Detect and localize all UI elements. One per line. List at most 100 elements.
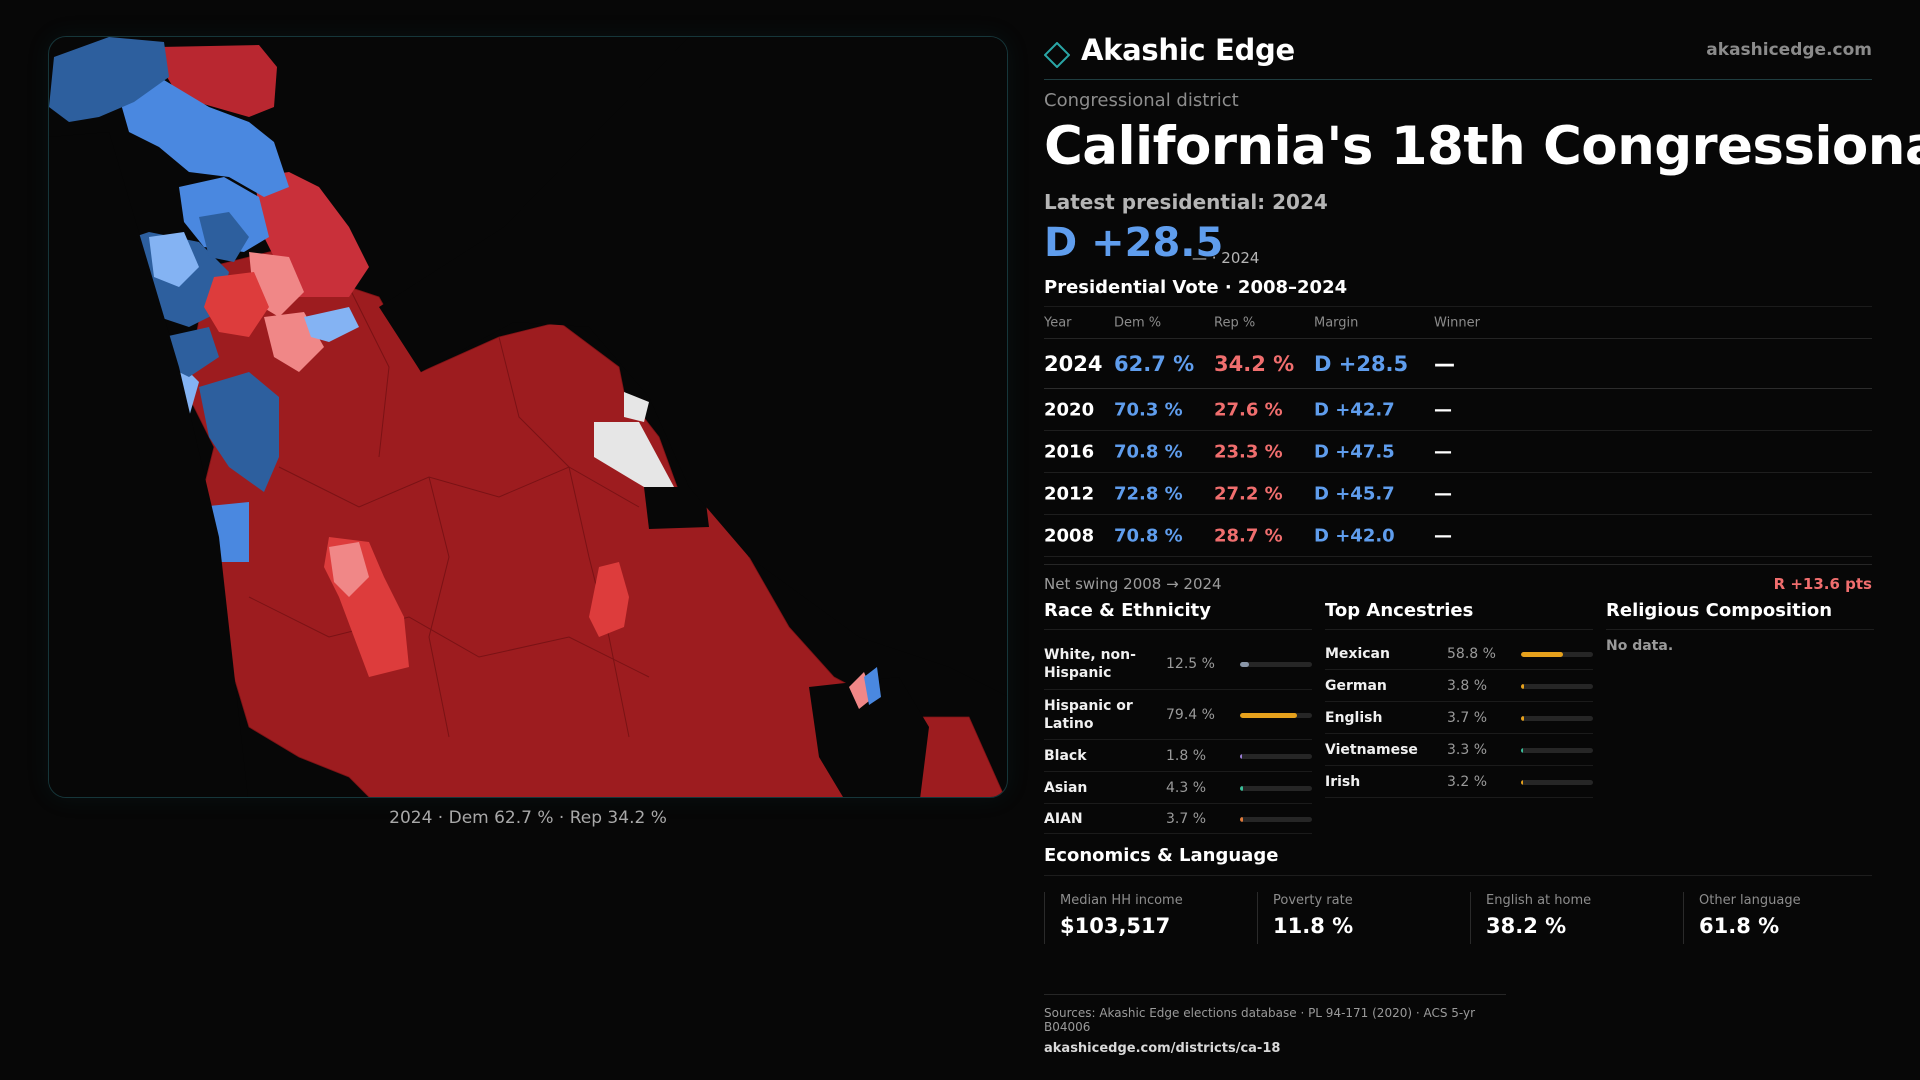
col-margin: Margin	[1314, 315, 1359, 330]
ancestry-title: Top Ancestries	[1325, 600, 1593, 630]
map-region-central-dark	[199, 212, 249, 262]
latest-presidential-label: Latest presidential: 2024	[1044, 190, 1328, 214]
map-region-salton-blue	[864, 667, 881, 705]
map-region-west-light	[149, 232, 199, 287]
map-caption: 2024 · Dem 62.7 % · Rep 34.2 %	[389, 808, 667, 828]
stat-name: Mexican	[1325, 645, 1390, 662]
district-map[interactable]	[48, 36, 1008, 798]
col-winner: Winner	[1434, 315, 1481, 330]
map-region-gap-2	[809, 677, 929, 797]
list-item: AIAN 3.7 %	[1044, 804, 1312, 834]
stat-bar	[1240, 661, 1312, 667]
stat-pct: 1.8 %	[1166, 747, 1207, 764]
row-dem: 70.8 %	[1114, 525, 1183, 546]
econ-median-income: Median HH income $103,517	[1044, 892, 1251, 944]
diamond-logo-icon	[1044, 42, 1070, 68]
list-item: White, non-Hispanic 12.5 %	[1044, 638, 1312, 690]
row-winner: —	[1434, 399, 1452, 420]
col-dem: Dem %	[1114, 315, 1162, 330]
footer-url[interactable]: akashicedge.com/districts/ca-18	[1044, 1041, 1281, 1056]
row-year: 2012	[1044, 483, 1095, 504]
row-winner: —	[1434, 441, 1452, 462]
map-region-south-pink-3	[589, 562, 629, 637]
stat-bar	[1521, 683, 1593, 689]
stat-pct: 3.7 %	[1166, 810, 1207, 827]
stat-pct: 3.8 %	[1447, 677, 1488, 694]
map-region-gap-4	[379, 37, 1007, 696]
district-kicker: Congressional district	[1044, 90, 1239, 111]
header: Akashic Edge akashicedge.com	[1044, 30, 1872, 80]
economics-grid: Median HH income $103,517 Poverty rate 1…	[1044, 892, 1872, 944]
stat-name: AIAN	[1044, 810, 1083, 827]
row-winner: —	[1434, 483, 1452, 504]
stat-pct: 12.5 %	[1166, 655, 1215, 672]
stat-bar-fill	[1240, 661, 1249, 667]
row-rep: 27.2 %	[1214, 483, 1283, 504]
stat-pct: 3.2 %	[1447, 773, 1488, 790]
list-item: German 3.8 %	[1325, 670, 1593, 702]
stat-bar	[1240, 712, 1312, 718]
row-year: 2008	[1044, 525, 1095, 546]
stat-bar	[1240, 785, 1312, 791]
map-region-bay-blue	[119, 77, 289, 197]
table-row: 2020 70.3 % 27.6 % D +42.7 —	[1044, 389, 1872, 431]
ancestry-list: Mexican 58.8 % German 3.8 % English 3.7 …	[1325, 638, 1593, 798]
row-year: 2016	[1044, 441, 1095, 462]
brand-name[interactable]: Akashic Edge	[1081, 33, 1295, 67]
stat-bar-fill	[1240, 785, 1244, 791]
religion-title: Religious Composition	[1606, 600, 1874, 630]
row-winner: —	[1434, 525, 1452, 546]
row-margin: D +42.0	[1314, 525, 1395, 546]
page-title: California's 18th Congressional District	[1044, 116, 1920, 177]
map-region-south-dark	[199, 372, 279, 492]
stat-bar	[1521, 651, 1593, 657]
map-region-red-mid	[204, 272, 269, 337]
stat-name: Black	[1044, 747, 1087, 764]
stat-bar-fill	[1521, 779, 1524, 785]
stat-name: White, non-Hispanic	[1044, 646, 1136, 681]
map-county-lines	[248, 286, 650, 738]
map-region-blue-right	[304, 307, 359, 342]
stat-bar-fill	[1521, 683, 1524, 689]
col-rep: Rep %	[1214, 315, 1256, 330]
row-margin: D +45.7	[1314, 483, 1395, 504]
stat-name: Hispanic or Latino	[1044, 697, 1133, 732]
stat-bar	[1521, 747, 1593, 753]
map-region-salton-pink	[849, 672, 874, 709]
map-region-northwest-dark	[49, 37, 169, 122]
row-rep: 23.3 %	[1214, 441, 1283, 462]
econ-poverty-rate: Poverty rate 11.8 %	[1257, 892, 1464, 944]
row-dem: 72.8 %	[1114, 483, 1183, 504]
footer-sources: Sources: Akashic Edge elections database…	[1044, 1006, 1476, 1034]
table-row: 2016 70.8 % 23.3 % D +47.5 —	[1044, 431, 1872, 473]
site-link[interactable]: akashicedge.com	[1706, 40, 1872, 60]
economics-title: Economics & Language	[1044, 845, 1872, 876]
stat-bar-fill	[1240, 753, 1243, 759]
religion-note: No data.	[1606, 638, 1674, 654]
econ-english-at-home: English at home 38.2 %	[1470, 892, 1677, 944]
stat-bar	[1521, 779, 1593, 785]
stat-name: German	[1325, 677, 1387, 694]
stat-bar-fill	[1240, 816, 1243, 822]
row-rep: 27.6 %	[1214, 399, 1283, 420]
row-winner: —	[1434, 351, 1455, 376]
table-row: 2008 70.8 % 28.7 % D +42.0 —	[1044, 515, 1872, 557]
footer: Sources: Akashic Edge elections database…	[1044, 994, 1506, 1056]
stat-pct: 3.3 %	[1447, 741, 1488, 758]
stat-pct: 79.4 %	[1166, 706, 1215, 723]
table-row: 2012 72.8 % 27.2 % D +45.7 —	[1044, 473, 1872, 515]
map-svg	[49, 37, 1007, 797]
map-region-nodata-2	[624, 392, 649, 422]
row-year: 2024	[1044, 351, 1103, 376]
row-margin: D +28.5	[1314, 351, 1409, 376]
map-region-nodata-1	[594, 422, 674, 487]
econ-label: Other language	[1699, 893, 1801, 908]
stat-name: English	[1325, 709, 1383, 726]
econ-value: $103,517	[1060, 914, 1171, 938]
stat-name: Asian	[1044, 779, 1088, 796]
econ-value: 61.8 %	[1699, 914, 1780, 938]
econ-value: 11.8 %	[1273, 914, 1354, 938]
list-item: Asian 4.3 %	[1044, 772, 1312, 804]
info-panel: Akashic Edge akashicedge.com Congression…	[1044, 0, 1920, 1080]
map-region-south-pink-2	[329, 542, 369, 597]
